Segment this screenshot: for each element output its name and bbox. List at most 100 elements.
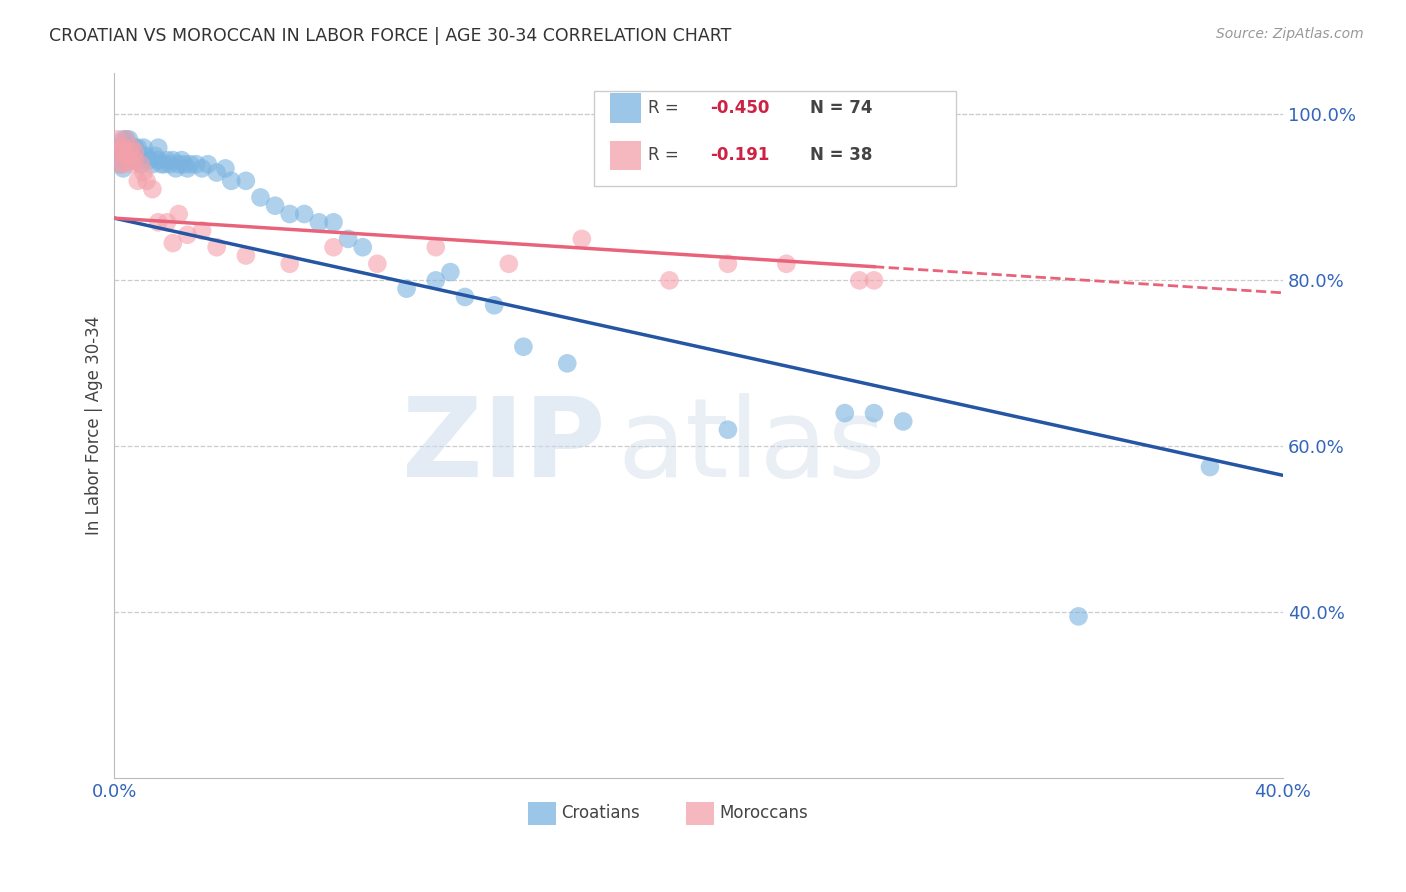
Point <box>179 157 201 171</box>
Text: atlas: atlas <box>617 393 886 500</box>
Point <box>124 153 146 167</box>
Point <box>112 145 135 159</box>
Point <box>129 153 152 167</box>
Point <box>153 157 176 171</box>
Point <box>159 157 181 171</box>
Point <box>167 207 190 221</box>
Point <box>105 141 128 155</box>
Point <box>112 141 135 155</box>
FancyBboxPatch shape <box>686 802 714 825</box>
Point <box>115 132 138 146</box>
Point <box>127 149 149 163</box>
Point <box>118 145 141 159</box>
Point <box>425 240 447 254</box>
Point <box>366 257 388 271</box>
Point <box>150 157 173 171</box>
Point <box>205 165 228 179</box>
Point <box>127 141 149 155</box>
Point <box>235 174 257 188</box>
Point <box>571 232 593 246</box>
Point <box>352 240 374 254</box>
Point <box>132 165 155 179</box>
Point <box>118 149 141 163</box>
Point <box>115 149 138 163</box>
FancyBboxPatch shape <box>529 802 557 825</box>
Point <box>425 273 447 287</box>
Point <box>498 257 520 271</box>
Point <box>717 257 740 271</box>
Point <box>337 232 360 246</box>
Point <box>118 145 141 159</box>
Point <box>439 265 461 279</box>
Point <box>235 248 257 262</box>
Text: N = 74: N = 74 <box>810 99 872 117</box>
Point <box>891 414 914 428</box>
Point <box>176 161 198 176</box>
Point <box>197 157 219 171</box>
Point <box>555 356 578 370</box>
Point <box>124 153 146 167</box>
Point <box>129 157 152 171</box>
Point <box>141 157 163 171</box>
Point <box>105 149 128 163</box>
Point <box>148 153 170 167</box>
Point <box>834 406 856 420</box>
Point <box>105 141 128 155</box>
Point <box>121 149 143 163</box>
Point <box>863 273 886 287</box>
Point <box>170 153 193 167</box>
FancyBboxPatch shape <box>593 91 956 186</box>
Point <box>121 157 143 171</box>
Text: R =: R = <box>648 99 685 117</box>
Point <box>110 157 132 171</box>
Text: CROATIAN VS MOROCCAN IN LABOR FORCE | AGE 30-34 CORRELATION CHART: CROATIAN VS MOROCCAN IN LABOR FORCE | AG… <box>49 27 731 45</box>
Point <box>1067 609 1090 624</box>
Point <box>278 207 301 221</box>
Point <box>118 132 141 146</box>
Point <box>717 423 740 437</box>
Point <box>148 215 170 229</box>
Point <box>121 153 143 167</box>
FancyBboxPatch shape <box>610 94 641 123</box>
Point <box>775 257 797 271</box>
FancyBboxPatch shape <box>610 141 641 170</box>
Point <box>162 235 184 250</box>
Text: -0.450: -0.450 <box>710 99 769 117</box>
Text: R =: R = <box>648 146 685 164</box>
Point <box>127 174 149 188</box>
Point <box>112 132 135 146</box>
Point <box>214 161 236 176</box>
Text: Source: ZipAtlas.com: Source: ZipAtlas.com <box>1216 27 1364 41</box>
Point <box>454 290 477 304</box>
Point <box>322 240 344 254</box>
Point <box>138 153 160 167</box>
Point <box>110 157 132 171</box>
Text: -0.191: -0.191 <box>710 146 769 164</box>
Point <box>135 174 157 188</box>
Point <box>308 215 330 229</box>
Point <box>292 207 315 221</box>
Point <box>115 141 138 155</box>
Point <box>124 141 146 155</box>
Point <box>115 153 138 167</box>
Point <box>165 161 187 176</box>
Point <box>112 141 135 155</box>
Point <box>121 141 143 155</box>
Point <box>118 141 141 155</box>
Point <box>264 199 287 213</box>
Point <box>156 153 179 167</box>
Point <box>129 157 152 171</box>
Text: Croatians: Croatians <box>561 805 640 822</box>
Point <box>512 340 534 354</box>
Point <box>115 132 138 146</box>
Point <box>110 141 132 155</box>
Point <box>143 149 166 163</box>
Point <box>658 273 681 287</box>
Point <box>112 161 135 176</box>
Point <box>278 257 301 271</box>
Point <box>205 240 228 254</box>
Point <box>105 132 128 146</box>
Text: ZIP: ZIP <box>402 393 605 500</box>
Text: Moroccans: Moroccans <box>720 805 808 822</box>
Point <box>482 298 505 312</box>
